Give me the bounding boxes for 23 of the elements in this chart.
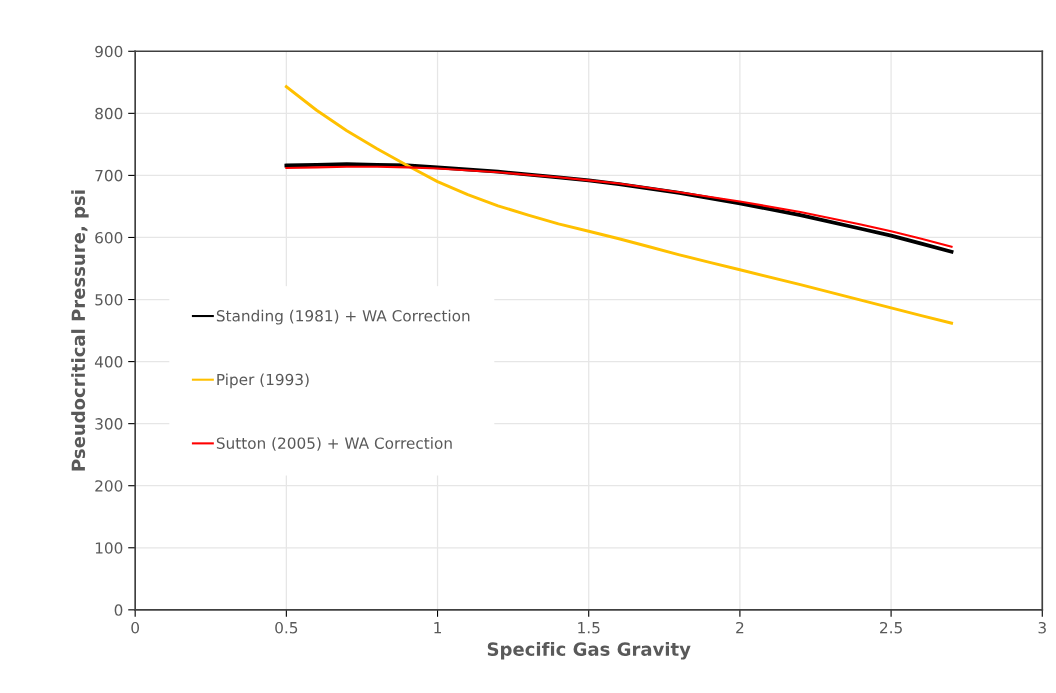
x-tick-label: 3: [1038, 621, 1046, 634]
y-tick-label: 800: [95, 107, 123, 120]
y-axis-title: Pseudocritical Pressure, psi: [71, 190, 89, 471]
y-tick-label: 500: [95, 294, 123, 306]
y-tick-label: 300: [95, 418, 123, 430]
x-tick-label: 1.5: [578, 622, 600, 634]
x-tick-label: 2.5: [880, 621, 902, 634]
y-tick-label: 900: [95, 45, 123, 58]
x-axis-title: Specific Gas Gravity: [487, 641, 691, 660]
y-tick-label: 200: [95, 480, 123, 492]
x-tick-label: 0.5: [275, 621, 298, 634]
legend-label: Piper (1993): [217, 373, 309, 389]
y-tick-label: 700: [95, 169, 123, 182]
x-tick-label: 2: [736, 621, 744, 634]
y-tick-label: 600: [95, 231, 123, 244]
legend-label: Sutton (2005) + WA Correction: [216, 437, 452, 451]
y-tick-label: 100: [95, 542, 123, 554]
y-tick-label: 0: [114, 604, 123, 616]
line-series: [284, 85, 954, 325]
x-tick-label: 0: [131, 621, 140, 634]
x-tick-label: 1: [434, 622, 441, 634]
y-tick-label: 400: [94, 356, 123, 368]
legend-label: Standing (1981) + WA Correction: [216, 309, 470, 325]
